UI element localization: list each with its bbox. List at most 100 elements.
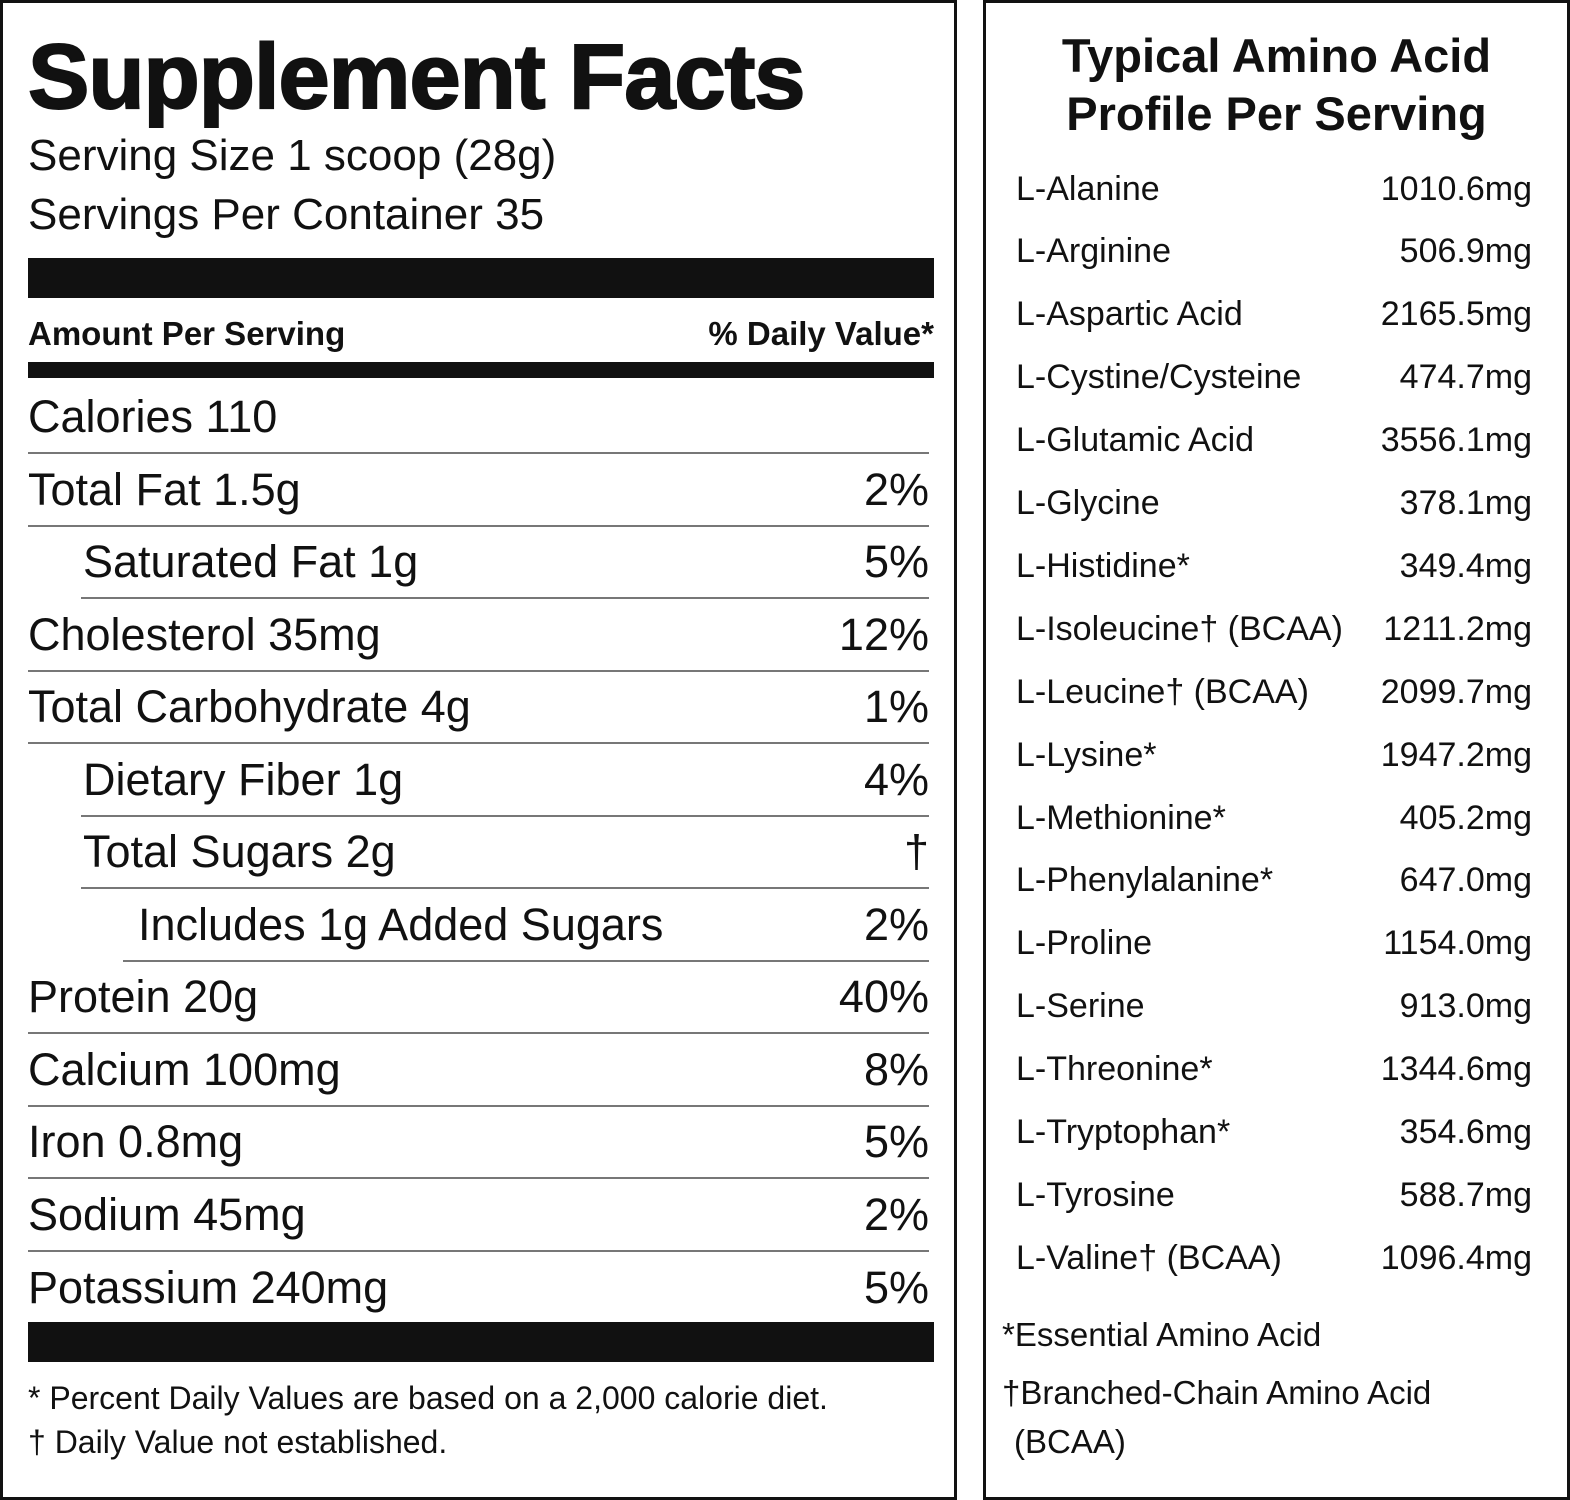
amino-acid-amount: 588.7mg — [1399, 1175, 1532, 1214]
amino-acid-name: L-Methionine* — [1016, 798, 1226, 837]
nutrient-daily-value: 2% — [863, 1188, 929, 1240]
nutrient-daily-value: 5% — [863, 536, 929, 587]
medium-divider — [28, 362, 934, 378]
amino-title-line-1: Typical Amino Acid — [1061, 29, 1492, 82]
amino-acid-name: L-Phenylalanine* — [1016, 861, 1274, 900]
amino-acid-row: L-Threonine* 1344.6mg — [1016, 1050, 1532, 1090]
amino-acid-row: L-Phenylalanine* 647.0mg — [1016, 861, 1532, 901]
amino-acid-name: L-Histidine* — [1016, 546, 1190, 585]
amino-acid-row: L-Lysine* 1947.2mg — [1016, 735, 1532, 775]
amino-acid-row: L-Methionine* 405.2mg — [1016, 798, 1532, 838]
amino-acid-row: L-Tryptophan* 354.6mg — [1016, 1113, 1532, 1153]
supplement-facts-panel: Supplement Facts Serving Size 1 scoop (2… — [0, 0, 957, 1500]
amino-acid-amount: 913.0mg — [1399, 987, 1532, 1026]
nutrient-row: Total Carbohydrate 4g 1% — [28, 672, 929, 744]
nutrient-row: Sodium 45mg 2% — [28, 1180, 929, 1252]
thick-divider — [28, 258, 934, 298]
amino-acid-row: L-Arginine 506.9mg — [1016, 232, 1532, 272]
amino-acid-name: L-Proline — [1016, 924, 1153, 963]
amino-acid-name: L-Glutamic Acid — [1016, 421, 1255, 460]
nutrient-label: Iron 0.8mg — [28, 1116, 244, 1167]
amino-acid-name: L-Arginine — [1016, 232, 1171, 271]
nutrient-daily-value: 2% — [863, 898, 929, 950]
amino-acid-name: L-Glycine — [1016, 484, 1160, 522]
amino-acid-title: Typical Amino Acid Profile Per Serving — [986, 27, 1567, 143]
nutrient-row: Protein 20g 40% — [28, 962, 929, 1034]
nutrient-daily-value: 5% — [863, 1262, 929, 1313]
nutrient-row: Dietary Fiber 1g 4% — [81, 745, 929, 817]
nutrient-daily-value: 1% — [863, 681, 929, 732]
footnote-bcaa: †Branched-Chain Amino Acid — [1002, 1374, 1432, 1411]
amino-acid-panel: Typical Amino Acid Profile Per Serving L… — [983, 0, 1570, 1500]
nutrient-row: Cholesterol 35mg 12% — [28, 600, 929, 672]
nutrient-label: Total Sugars 2g — [83, 826, 396, 877]
amino-acid-amount: 354.6mg — [1399, 1113, 1532, 1151]
nutrient-label: Total Fat 1.5g — [28, 463, 301, 515]
amino-acid-amount: 647.0mg — [1399, 861, 1532, 900]
amount-per-serving-label: Amount Per Serving — [28, 315, 346, 352]
nutrient-daily-value: 40% — [838, 971, 929, 1022]
footnote-bcaa-abbrev: (BCAA) — [1014, 1423, 1126, 1460]
amino-acid-amount: 1211.2mg — [1383, 609, 1532, 648]
nutrient-daily-value: 12% — [838, 608, 929, 660]
amino-acid-amount: 3556.1mg — [1380, 421, 1532, 460]
footnote-daily-values: * Percent Daily Values are based on a 2,… — [28, 1380, 828, 1416]
amino-acid-name: L-Aspartic Acid — [1016, 295, 1243, 334]
nutrient-row: Iron 0.8mg 5% — [28, 1107, 929, 1179]
amino-acid-row: L-Histidine* 349.4mg — [1016, 546, 1532, 586]
nutrient-label: Potassium 240mg — [28, 1262, 389, 1313]
amino-acid-row: L-Glycine 378.1mg — [1016, 484, 1532, 524]
nutrient-label: Total Carbohydrate 4g — [28, 681, 471, 732]
amino-acid-name: L-Tyrosine — [1016, 1175, 1175, 1214]
amount-header: Amount Per Serving % Daily Value* — [28, 315, 934, 353]
nutrient-label: Dietary Fiber 1g — [83, 753, 404, 805]
nutrient-label: Cholesterol 35mg — [28, 608, 381, 660]
amino-acid-amount: 1010.6mg — [1380, 169, 1532, 208]
nutrient-label: Includes 1g Added Sugars — [138, 898, 664, 950]
amino-acid-amount: 405.2mg — [1399, 798, 1532, 837]
amino-acid-name: L-Serine — [1016, 987, 1145, 1026]
nutrient-row: Total Sugars 2g † — [81, 817, 929, 889]
nutrient-row: Potassium 240mg 5% — [28, 1252, 929, 1324]
thick-divider — [28, 1322, 934, 1362]
amino-acid-name: L-Lysine* — [1016, 735, 1157, 774]
amino-acid-amount: 378.1mg — [1399, 484, 1532, 522]
nutrient-daily-value: 2% — [863, 463, 929, 515]
amino-acid-amount: 1947.2mg — [1380, 735, 1532, 774]
servings-per-container: Servings Per Container 35 — [28, 190, 545, 239]
amino-acid-row: L-Glutamic Acid 3556.1mg — [1016, 421, 1532, 461]
amino-acid-name: L-Isoleucine† (BCAA) — [1016, 609, 1343, 648]
amino-acid-amount: 2165.5mg — [1380, 295, 1532, 334]
amino-acid-row: L-Aspartic Acid 2165.5mg — [1016, 295, 1532, 335]
amino-acid-amount: 474.7mg — [1399, 358, 1532, 397]
footnote-essential: *Essential Amino Acid — [1002, 1316, 1322, 1353]
nutrient-daily-value: 4% — [863, 753, 929, 805]
nutrient-row: Calcium 100mg 8% — [28, 1035, 929, 1107]
amino-acid-amount: 1154.0mg — [1383, 924, 1532, 963]
amino-acid-row: L-Alanine 1010.6mg — [1016, 169, 1532, 209]
amino-title-line-2: Profile Per Serving — [1066, 87, 1487, 140]
nutrient-row: Saturated Fat 1g 5% — [81, 527, 929, 599]
amino-acid-row: L-Proline 1154.0mg — [1016, 924, 1532, 964]
amino-acid-row: L-Tyrosine 588.7mg — [1016, 1175, 1532, 1215]
nutrient-daily-value: † — [903, 826, 929, 877]
nutrient-label: Sodium 45mg — [28, 1188, 306, 1240]
daily-value-label: % Daily Value* — [708, 315, 934, 352]
amino-acid-row: L-Leucine† (BCAA) 2099.7mg — [1016, 672, 1532, 712]
amino-acid-name: L-Leucine† (BCAA) — [1016, 672, 1309, 711]
nutrient-row: Total Fat 1.5g 2% — [28, 455, 929, 527]
nutrient-label: Calories 110 — [28, 391, 278, 442]
nutrient-label: Calcium 100mg — [28, 1043, 341, 1095]
nutrient-row: Includes 1g Added Sugars 2% — [123, 890, 929, 962]
amino-acid-amount: 1096.4mg — [1380, 1238, 1532, 1277]
amino-acid-row: L-Valine† (BCAA) 1096.4mg — [1016, 1238, 1532, 1278]
nutrient-label: Protein 20g — [28, 971, 259, 1022]
amino-acid-amount: 2099.7mg — [1380, 672, 1532, 711]
amino-acid-amount: 506.9mg — [1399, 232, 1532, 271]
supplement-facts-title: Supplement Facts — [27, 25, 806, 129]
amino-acid-name: L-Threonine* — [1016, 1050, 1213, 1089]
footnote-dv-not-established: † Daily Value not established. — [28, 1424, 448, 1460]
amino-acid-name: L-Valine† (BCAA) — [1016, 1238, 1282, 1277]
amino-acid-row: L-Cystine/Cysteine 474.7mg — [1016, 358, 1532, 398]
amino-acid-name: L-Alanine — [1016, 169, 1160, 208]
